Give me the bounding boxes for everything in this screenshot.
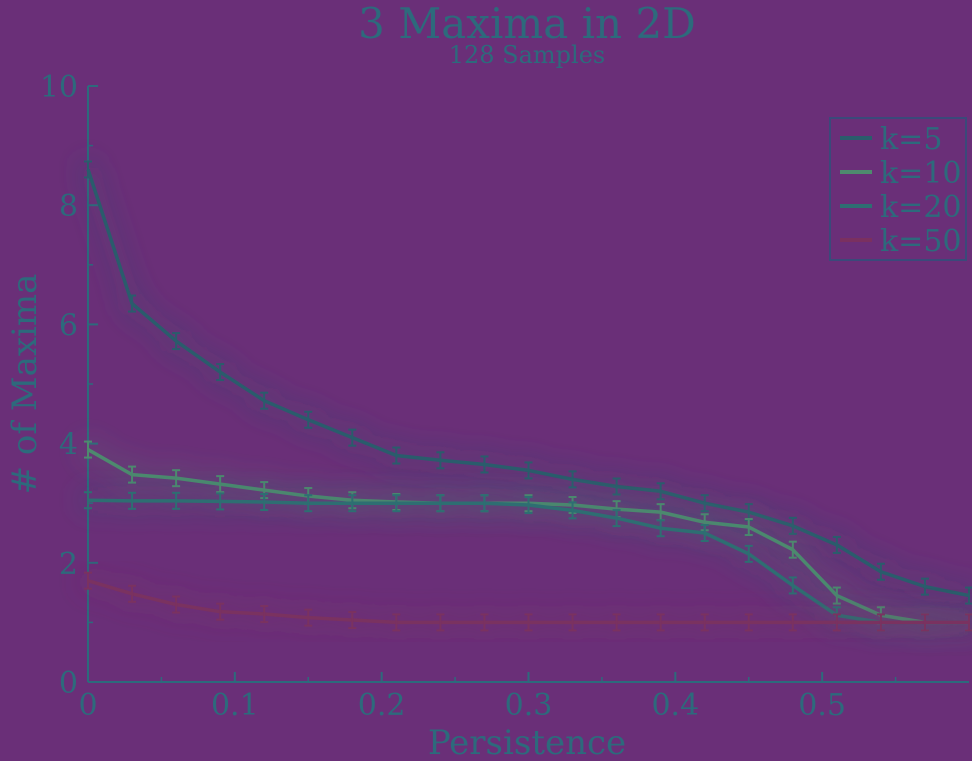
x-tick-label: 0.5: [798, 688, 846, 723]
series-k=50: [84, 571, 972, 632]
x-tick-label: 0.1: [211, 688, 259, 723]
legend-label: k=5: [880, 122, 942, 157]
chart-subtitle: 128 Samples: [449, 41, 606, 69]
y-tick-label: 0: [59, 666, 78, 701]
legend-box: [829, 117, 967, 261]
y-tick-label: 4: [59, 428, 78, 463]
x-tick-label: 0.2: [358, 688, 406, 723]
y-tick-label: 6: [59, 308, 78, 343]
legend: k=5k=10k=20k=50: [829, 117, 967, 261]
x-tick-label: 0: [78, 688, 97, 723]
y-tick-label: 2: [59, 547, 78, 582]
legend-label: k=20: [880, 190, 962, 225]
x-axis-label: Persistence: [428, 723, 626, 761]
y-tick-label: 8: [59, 189, 78, 224]
y-axis-label: # of Maxima: [5, 274, 45, 495]
x-tick-label: 0.4: [651, 688, 699, 723]
plot-lines: [84, 160, 972, 632]
y-tick-label: 10: [40, 70, 78, 105]
legend-label: k=10: [880, 156, 962, 191]
series-k=5: [84, 160, 972, 605]
x-tick-label: 0.3: [505, 688, 553, 723]
legend-label: k=50: [880, 224, 962, 259]
chart-title: 3 Maxima in 2D: [358, 0, 696, 48]
axes: 0 2 4 6 8 10 0 0.1 0.2 0.3 0.4 0.5: [40, 70, 969, 723]
